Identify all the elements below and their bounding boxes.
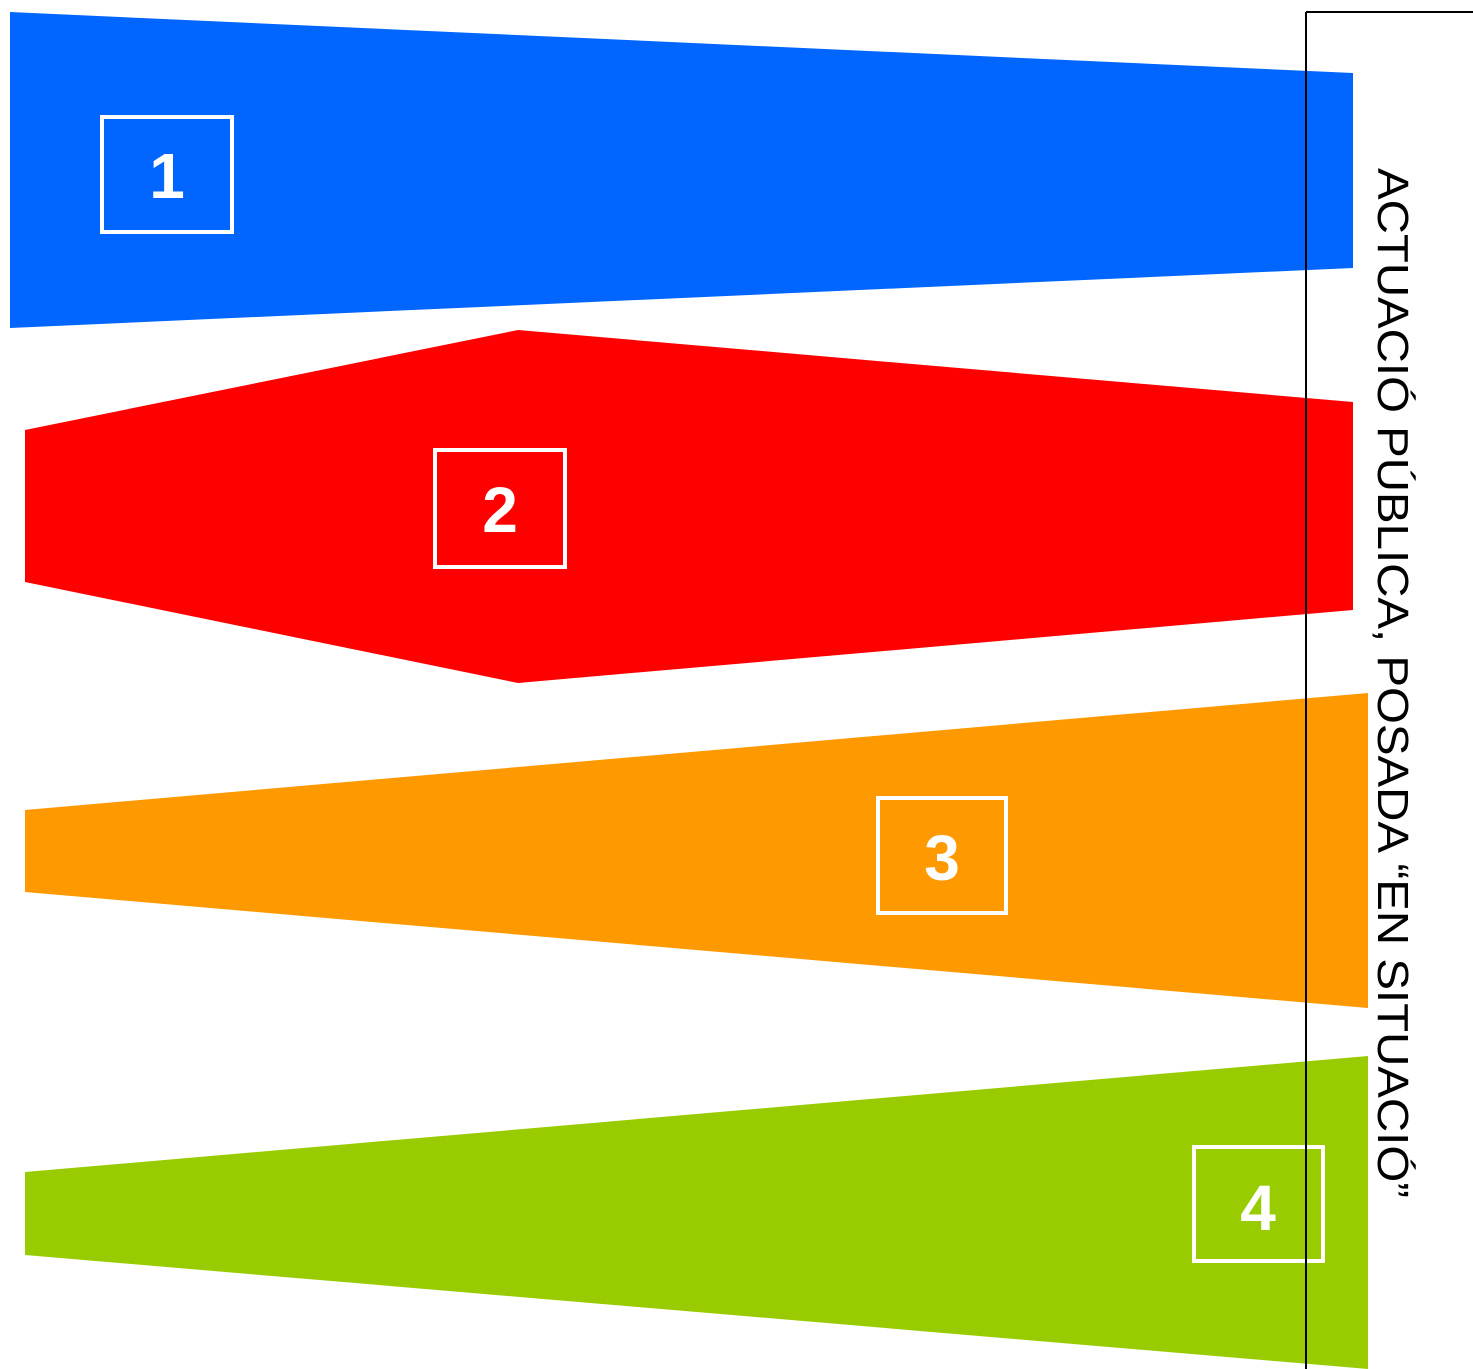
shape-2-label-box <box>433 448 567 569</box>
shape-2: 2 <box>25 330 1353 683</box>
shape-1-label-box <box>100 115 234 234</box>
shape-3-body <box>25 693 1368 1008</box>
shape-2-label: 2 <box>482 474 518 546</box>
vertical-caption: ACTUACIÓ PÚBLICA, POSADA “EN SITUACIÓ” <box>1368 168 1417 1198</box>
shape-4: 4 <box>25 1056 1368 1369</box>
shape-4-label: 4 <box>1240 1172 1276 1244</box>
shape-1-body <box>10 12 1353 328</box>
shape-1-label: 1 <box>149 140 185 212</box>
shape-2-body <box>25 330 1353 683</box>
shape-4-body <box>25 1056 1368 1369</box>
shape-1: 1 <box>10 12 1353 328</box>
shape-3: 3 <box>25 693 1368 1008</box>
shape-3-label: 3 <box>924 822 960 894</box>
shape-3-label-box <box>876 796 1008 915</box>
shape-4-label-box <box>1192 1145 1325 1263</box>
